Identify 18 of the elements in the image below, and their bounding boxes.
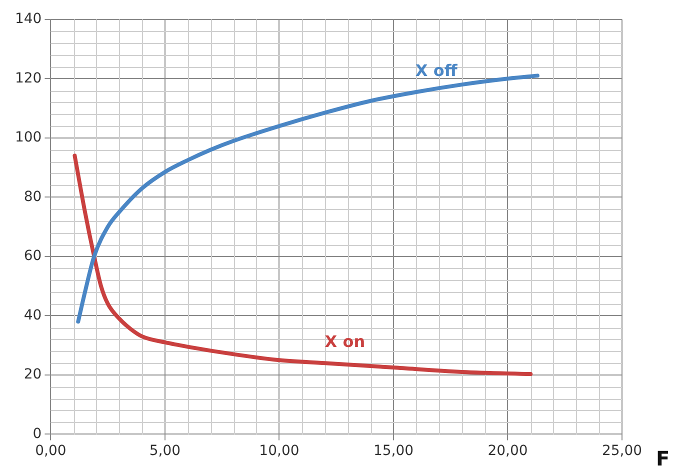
y-tick-label: 120 (14, 70, 42, 86)
y-tick-label: 40 (24, 307, 42, 324)
series-label: X off (415, 61, 458, 80)
x-tick-label: 20,00 (488, 443, 528, 460)
y-tick-label: 140 (14, 11, 42, 28)
x-tick-label: 10,00 (259, 443, 300, 460)
x-axis-title: F (656, 446, 670, 470)
y-tick-label: 60 (24, 248, 42, 264)
y-tick-label: 80 (24, 188, 42, 205)
x-tick-label: 25,00 (602, 443, 642, 460)
y-tick-label: 0 (32, 426, 42, 442)
line-series (72, 154, 533, 376)
y-tick-label: 20 (24, 366, 42, 383)
y-tick-label: 100 (14, 130, 42, 146)
x-tick-label: 15,00 (373, 443, 414, 460)
x-tick-label: 0,00 (35, 443, 66, 460)
x-tick-label: 5,00 (149, 443, 181, 460)
series-label: X on (324, 332, 366, 352)
